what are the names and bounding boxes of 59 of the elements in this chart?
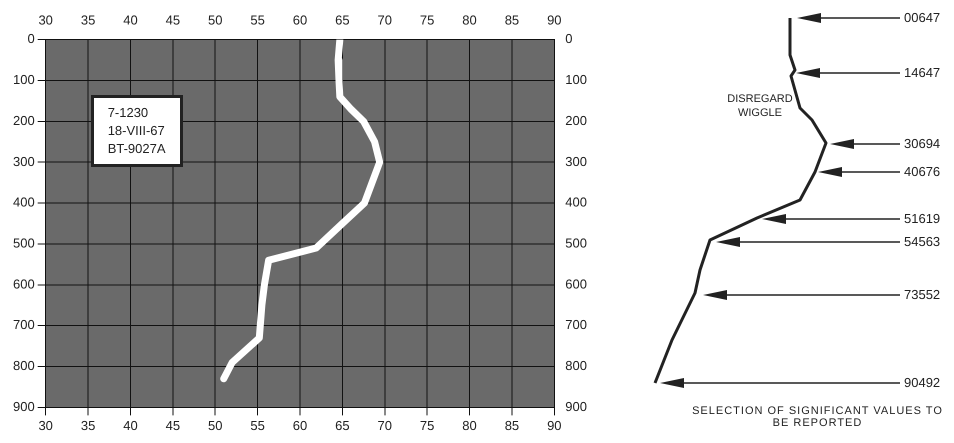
text: 40676 — [904, 164, 940, 179]
x2-tick-label: 55 — [250, 12, 265, 28]
x2-tick-label: 50 — [208, 12, 222, 28]
y2-tick-label: 600 — [565, 276, 588, 292]
text: SELECTION OF SIGNIFICANT VALUES TO BE REPORTED — [691, 405, 944, 429]
annotation: 7-1230 — [108, 104, 150, 122]
y2-tick-label: 200 — [565, 112, 588, 128]
text: 51619 — [904, 211, 940, 226]
y-tick-label: 300 — [12, 154, 35, 169]
text: 73552 — [904, 287, 940, 302]
y-tick-label: 600 — [12, 276, 35, 292]
x2-tick-label: 80 — [462, 12, 477, 28]
x2-tick-label: 40 — [123, 12, 138, 28]
y-tick-label: 0 — [27, 31, 35, 46]
y2-tick-label: 100 — [565, 72, 588, 88]
x2-tick-label: 45 — [166, 12, 180, 28]
x-tick-label: 65 — [335, 418, 350, 433]
x2-tick-label: 85 — [504, 12, 520, 28]
x2-tick-label: 65 — [335, 12, 350, 28]
annotation: 18-VIII-67 — [108, 122, 166, 140]
annotation: BT-9027A — [108, 140, 166, 158]
y-tick-label: 100 — [12, 72, 35, 88]
y-tick-label: 400 — [12, 194, 35, 210]
x-tick-label: 55 — [250, 418, 265, 433]
x2-tick-label: 75 — [420, 12, 434, 28]
y-tick-label: 500 — [12, 236, 35, 251]
y2-tick-label: 300 — [565, 154, 588, 169]
x-tick-label: 70 — [378, 418, 392, 433]
x2-tick-label: 60 — [292, 12, 308, 28]
x-tick-label: 80 — [462, 418, 477, 433]
x-tick-label: 50 — [208, 418, 222, 433]
x-tick-label: 85 — [504, 418, 520, 433]
x-tick-label: 30 — [38, 418, 53, 433]
text: 54563 — [904, 234, 940, 249]
text: DISREGARD WIGGLE — [726, 92, 794, 120]
x-tick-label: 45 — [166, 418, 180, 433]
y2-tick-label: 400 — [565, 194, 588, 210]
x2-tick-label: 90 — [547, 12, 562, 28]
x-tick-label: 35 — [80, 418, 96, 433]
text: 30694 — [904, 136, 940, 151]
y2-tick-label: 0 — [565, 31, 573, 46]
y2-tick-label: 900 — [565, 398, 588, 414]
x-tick-label: 75 — [420, 418, 434, 433]
text: 90492 — [904, 375, 940, 390]
x-tick-label: 90 — [547, 418, 562, 433]
x2-tick-label: 35 — [80, 12, 96, 28]
y-tick-label: 900 — [12, 398, 35, 414]
y-tick-label: 800 — [12, 358, 35, 374]
y2-tick-label: 800 — [565, 358, 588, 374]
y-tick-label: 700 — [12, 317, 35, 332]
x2-tick-label: 30 — [38, 12, 53, 28]
y2-tick-label: 500 — [565, 236, 588, 251]
y2-tick-label: 700 — [565, 317, 588, 332]
text: 00647 — [904, 10, 940, 25]
x-tick-label: 60 — [292, 418, 308, 433]
y-tick-label: 200 — [12, 112, 35, 128]
text: 14647 — [904, 65, 940, 80]
x-tick-label: 40 — [123, 418, 138, 433]
x2-tick-label: 70 — [378, 12, 392, 28]
